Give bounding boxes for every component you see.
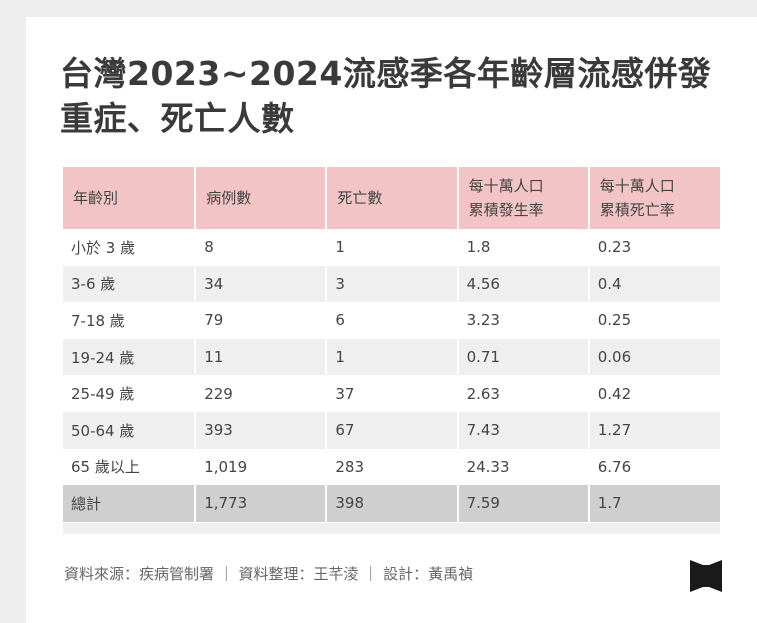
table-cell: 1	[325, 229, 458, 266]
table-cell: 79	[194, 302, 327, 339]
source-credits: 資料來源：疾病管制署 ｜ 資料整理：王芊淩 ｜ 設計：黃禹禎	[64, 565, 474, 583]
table-row: 25-49 歲 229 37 2.63 0.42	[63, 375, 720, 412]
table-row: 3-6 歲 34 3 4.56 0.4	[63, 265, 720, 303]
table-cell: 1	[325, 338, 458, 376]
table-cell: 25-49 歲	[63, 375, 196, 412]
table-cell: 65 歲以上	[63, 448, 196, 486]
table-body: 小於 3 歲 8 1 1.8 0.23 3-6 歲 34 3 4.56 0.4 7-18 歲 79 6 3…	[63, 229, 720, 522]
table-cell: 398	[325, 485, 458, 522]
table-cell: 1,773	[194, 485, 327, 522]
total-row: 總計 1,773 398 7.59 1.7	[63, 485, 720, 522]
column-header: 每十萬人口 累積發生率	[456, 167, 589, 229]
table-cell: 6	[325, 302, 458, 339]
table-row: 65 歲以上 1,019 283 24.33 6.76	[63, 448, 720, 486]
bookmark-logo-icon	[690, 560, 722, 592]
table-cell: 393	[194, 411, 327, 449]
column-header: 死亡數	[325, 167, 458, 229]
table-cell: 3.23	[456, 302, 589, 339]
logo-shape	[690, 560, 722, 592]
table-cell: 67	[325, 411, 458, 449]
table-cell: 0.23	[587, 229, 720, 266]
table-cell: 4.56	[456, 265, 589, 303]
column-header: 年齡別	[63, 167, 196, 229]
table-row: 19-24 歲 11 1 0.71 0.06	[63, 338, 720, 376]
table-row: 7-18 歲 79 6 3.23 0.25	[63, 302, 720, 339]
table-cell: 2.63	[456, 375, 589, 412]
table-cell: 283	[325, 448, 458, 486]
table-cell: 50-64 歲	[63, 411, 196, 449]
header-row: 年齡別 病例數 死亡數 每十萬人口 累積發生率 每十萬人口 累積死亡率	[63, 167, 720, 229]
table-cell: 1.8	[456, 229, 589, 266]
infographic-card: 台灣2023~2024流感季各年齡層流感併發重症、死亡人數 年齡別 病例數 死亡…	[26, 17, 757, 623]
table-cell: 0.06	[587, 338, 720, 376]
table-cell: 1,019	[194, 448, 327, 486]
table-cell: 0.71	[456, 338, 589, 376]
data-table: 年齡別 病例數 死亡數 每十萬人口 累積發生率 每十萬人口 累積死亡率 小於 3 歲…	[63, 167, 720, 522]
table-cell: 19-24 歲	[63, 338, 196, 376]
table-cell: 24.33	[456, 448, 589, 486]
column-header: 病例數	[194, 167, 327, 229]
column-header: 每十萬人口 累積死亡率	[587, 167, 720, 229]
table-cell: 34	[194, 265, 327, 303]
table-cell: 7-18 歲	[63, 302, 196, 339]
table-row: 50-64 歲 393 67 7.43 1.27	[63, 411, 720, 449]
table-cell: 總計	[63, 485, 196, 522]
table-cell: 37	[325, 375, 458, 412]
table-cell: 8	[194, 229, 327, 266]
table-cell: 3-6 歲	[63, 265, 196, 303]
chart-title: 台灣2023~2024流感季各年齡層流感併發重症、死亡人數	[60, 54, 712, 138]
table-cell: 3	[325, 265, 458, 303]
table-row: 小於 3 歲 8 1 1.8 0.23	[63, 229, 720, 266]
table-cell: 0.4	[587, 265, 720, 303]
table-cell: 0.42	[587, 375, 720, 412]
table-cell: 小於 3 歲	[63, 229, 196, 266]
table-cell: 229	[194, 375, 327, 412]
table-cell: 7.43	[456, 411, 589, 449]
table-cell: 7.59	[456, 485, 589, 522]
table-cell: 11	[194, 338, 327, 376]
table-bottom-strip	[63, 523, 720, 534]
table-cell: 0.25	[587, 302, 720, 339]
table-cell: 1.27	[587, 411, 720, 449]
table-cell: 6.76	[587, 448, 720, 486]
table-cell: 1.7	[587, 485, 720, 522]
